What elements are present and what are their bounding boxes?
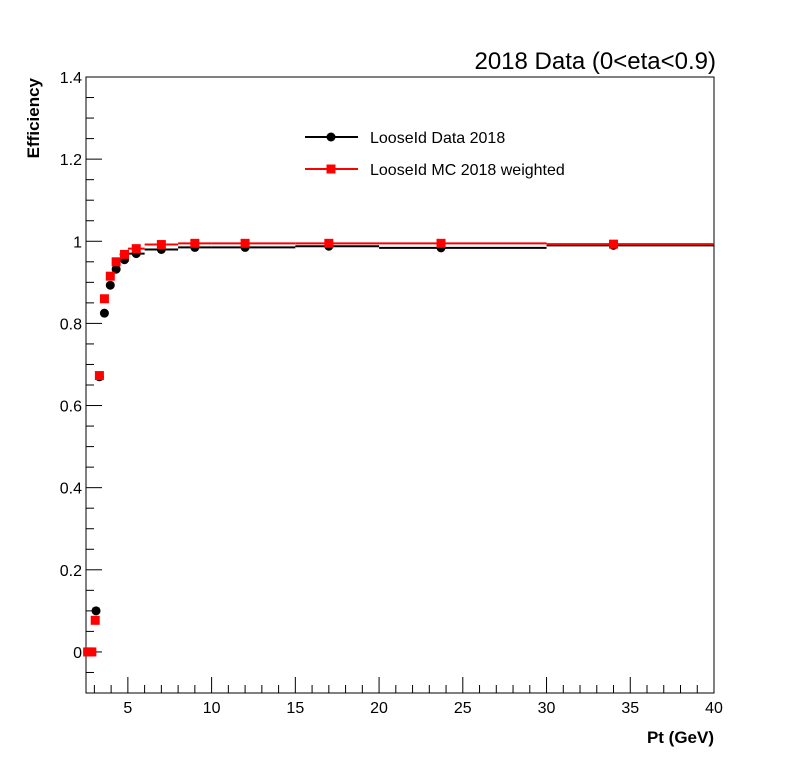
data-point bbox=[111, 264, 121, 274]
x-axis-ticks bbox=[93, 677, 715, 693]
chart-title: 2018 Data (0<eta<0.9) bbox=[474, 48, 716, 75]
legend-entry: LooseId Data 2018 bbox=[305, 130, 505, 147]
data-point bbox=[131, 244, 141, 254]
x-tick-label: 5 bbox=[123, 700, 132, 717]
y-tick-label: 0.6 bbox=[60, 399, 82, 416]
data-series bbox=[83, 238, 714, 657]
data-point bbox=[609, 239, 619, 249]
legend-marker bbox=[326, 164, 336, 174]
x-tick-label: 10 bbox=[203, 700, 221, 717]
x-tick-label: 40 bbox=[705, 700, 723, 717]
data-point bbox=[190, 238, 200, 248]
y-tick-label: 1.2 bbox=[60, 152, 82, 169]
data-point bbox=[111, 257, 121, 267]
data-point bbox=[87, 647, 97, 657]
y-tick-label: 0.4 bbox=[60, 481, 82, 498]
y-tick-label: 0 bbox=[73, 645, 82, 662]
x-axis-tick-labels: 5 10 15 20 25 30 35 40 bbox=[123, 700, 723, 717]
y-axis-title: Efficiency bbox=[24, 77, 43, 158]
x-axis-title: Pt (GeV) bbox=[647, 728, 714, 747]
x-tick-label: 30 bbox=[538, 700, 556, 717]
data-point bbox=[99, 294, 109, 304]
data-point bbox=[105, 280, 115, 290]
y-tick-label: 0.8 bbox=[60, 316, 82, 333]
data-point bbox=[120, 249, 130, 259]
legend-entry: LooseId MC 2018 weighted bbox=[305, 162, 565, 179]
data-point bbox=[90, 615, 100, 625]
x-tick-label: 20 bbox=[370, 700, 388, 717]
data-point bbox=[91, 606, 101, 616]
y-tick-label: 0.2 bbox=[60, 563, 82, 580]
data-point bbox=[240, 238, 250, 248]
legend-label: LooseId MC 2018 weighted bbox=[370, 162, 565, 179]
legend-marker bbox=[326, 132, 336, 142]
data-point bbox=[436, 238, 446, 248]
legend: LooseId Data 2018 LooseId MC 2018 weighte… bbox=[305, 130, 565, 179]
y-axis-ticks bbox=[86, 76, 102, 694]
y-axis-tick-labels: 0 0.2 0.4 0.6 0.8 1 1.2 1.4 bbox=[60, 70, 82, 662]
data-point bbox=[105, 271, 115, 281]
x-tick-label: 15 bbox=[286, 700, 304, 717]
data-point bbox=[99, 308, 109, 318]
y-tick-label: 1.4 bbox=[60, 70, 82, 87]
x-tick-label: 35 bbox=[621, 700, 639, 717]
legend-label: LooseId Data 2018 bbox=[370, 130, 505, 147]
data-point bbox=[156, 240, 166, 250]
data-point bbox=[324, 238, 334, 248]
y-tick-label: 1 bbox=[73, 234, 82, 251]
series-mc bbox=[83, 238, 714, 657]
x-tick-label: 25 bbox=[454, 700, 472, 717]
data-point bbox=[94, 371, 104, 381]
